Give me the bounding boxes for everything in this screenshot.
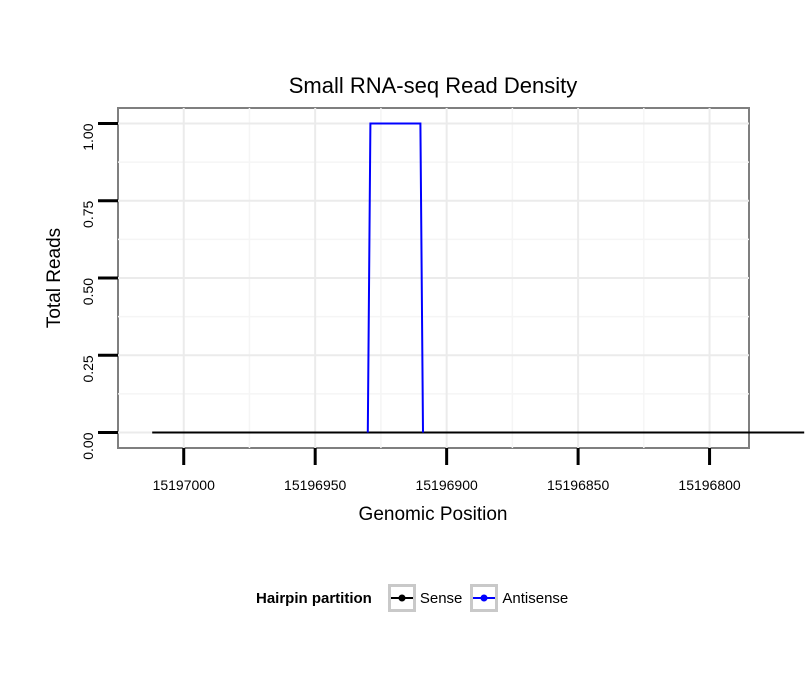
x-tick-label: 15196800 bbox=[678, 477, 741, 493]
legend-label-sense: Sense bbox=[419, 589, 463, 607]
y-tick-label: 0.50 bbox=[80, 278, 96, 305]
x-tick-label: 15196900 bbox=[415, 477, 478, 493]
legend-key-sense bbox=[387, 584, 416, 612]
y-tick-label: 1.00 bbox=[80, 123, 96, 150]
chart-title: Small RNA-seq Read Density bbox=[289, 73, 578, 98]
y-tick-label: 0.75 bbox=[80, 200, 96, 227]
legend-title: Hairpin partition bbox=[256, 589, 372, 607]
legend-line-icon-sense bbox=[390, 594, 413, 602]
legend-line-icon-antisense bbox=[473, 594, 496, 602]
series-line-antisense bbox=[366, 122, 424, 433]
gridlines bbox=[118, 108, 749, 448]
x-axis-label: Genomic Position bbox=[359, 504, 508, 525]
x-tick-label: 15196950 bbox=[284, 477, 347, 493]
y-tick-label: 0.25 bbox=[80, 355, 96, 382]
legend-label-antisense: Antisense bbox=[502, 589, 569, 607]
series-lines bbox=[152, 122, 805, 434]
legend: Hairpin partition Sense Antisense bbox=[256, 582, 576, 614]
x-tick-label: 15197000 bbox=[153, 477, 216, 493]
y-axis-label: Total Reads bbox=[44, 228, 65, 328]
y-tick-label: 0.00 bbox=[80, 432, 96, 459]
axes: 15197000 15196950 15196900 15196850 15196800… bbox=[80, 121, 741, 493]
legend-key-antisense bbox=[470, 584, 499, 612]
x-tick-label: 15196850 bbox=[547, 477, 610, 493]
